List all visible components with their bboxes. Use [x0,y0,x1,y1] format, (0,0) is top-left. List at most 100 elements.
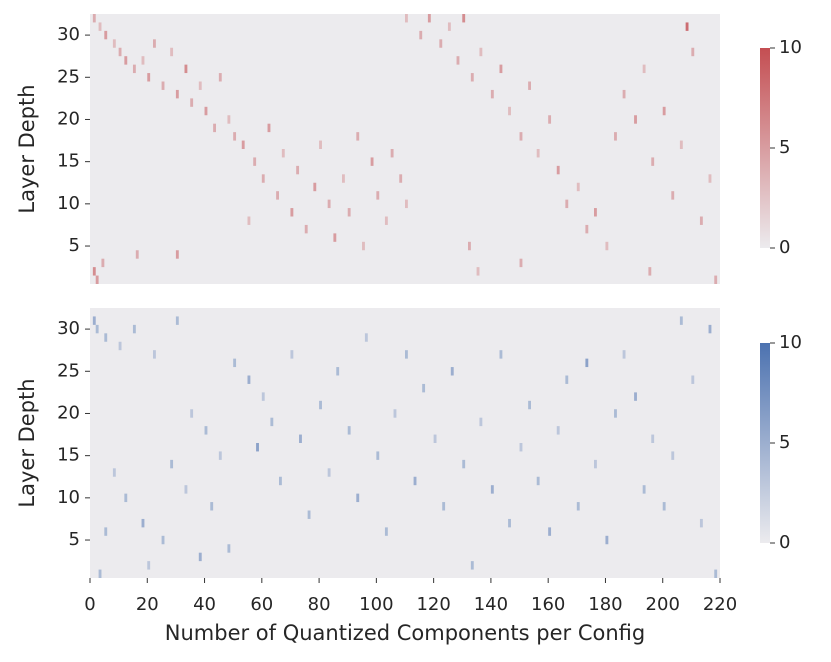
y-axis-label: Layer Depth [15,84,39,213]
heatmap-cell [384,527,388,536]
heatmap-cell [671,191,675,200]
heatmap-cell [213,123,216,133]
colorbar-tick-label: 0 [779,532,790,553]
heatmap-cell [141,518,145,528]
heatmap-cell [384,216,388,225]
y-tick-label: 5 [69,529,80,550]
heatmap-cell [356,132,360,141]
heatmap-cell [671,451,675,460]
y-tick-label: 25 [57,66,80,87]
colorbar-tick-label: 5 [779,137,790,158]
heatmap-cell [470,73,474,82]
heatmap-cell [276,191,279,200]
heatmap-cell [499,350,503,359]
heatmap-cell [161,535,165,545]
y-tick-label: 10 [57,193,80,214]
heatmap-cell [141,56,145,65]
colorbar-tick-label: 10 [779,332,802,353]
heatmap-cell [479,417,483,427]
heatmap-cell [98,22,102,31]
heatmap-cell [634,115,637,124]
heatmap-cell [347,208,351,217]
heatmap-cell [104,30,108,40]
heatmap-cell [299,434,302,443]
y-tick-label: 30 [57,318,80,339]
heatmap-cell [198,552,202,562]
heatmap-cell [642,64,646,74]
heatmap-cell [585,224,589,234]
heatmap-cell [241,140,245,149]
x-axis-label: Number of Quantized Components per Confi… [165,621,645,645]
heatmap-cell [468,241,471,251]
x-tick-label: 80 [308,594,331,615]
heatmap-cell [622,89,626,99]
colorbar-tick-label: 5 [779,432,790,453]
heatmap-cell [508,518,511,528]
y-tick-label: 10 [57,487,80,508]
heatmap-cell [605,241,609,251]
heatmap-cell [565,375,569,384]
heatmap-cell [419,30,423,40]
heatmap-cell [92,267,96,276]
heatmap-cell [679,140,683,149]
heatmap-cell [170,459,174,469]
heatmap-cell [536,476,540,486]
heatmap-cell [576,502,580,511]
heatmap-cell [462,14,466,23]
colorbar [760,343,770,543]
y-tick-label: 20 [57,402,80,423]
heatmap-cell [433,434,437,443]
heatmap-cell [651,434,655,443]
y-tick-label: 5 [69,235,80,256]
x-tick-label: 0 [84,594,95,615]
heatmap-cell [556,426,560,435]
heatmap-cell [319,400,322,410]
heatmap-cell [376,191,380,200]
heatmap-cell [519,258,523,268]
heatmap-cell [614,409,617,418]
heatmap-cell [296,165,300,175]
heatmap-cell [170,47,174,57]
heatmap-cell [247,375,251,384]
heatmap-cell [422,383,426,393]
heatmap-cell [528,81,531,90]
heatmap-cell [708,174,712,183]
heatmap-cell [442,502,446,511]
heatmap-cell [313,182,317,192]
heatmap-cell [190,98,194,107]
x-tick-label: 160 [531,594,565,615]
heatmap-cell [290,208,294,217]
heatmap-cell [691,375,695,384]
heatmap-cell [210,502,214,511]
heatmap-cell [147,73,151,82]
heatmap-cell [548,115,552,124]
heatmap-cell [184,485,188,494]
heatmap-cell [261,392,265,401]
heatmap-cell [427,14,431,23]
heatmap-cell [651,157,655,166]
heatmap-cell [218,451,222,460]
x-tick-label: 60 [250,594,273,615]
heatmap-cell [362,241,365,251]
heatmap-cell [261,174,265,183]
heatmap-cell [132,64,136,74]
heatmap-cell [256,443,259,452]
heatmap-cell [476,267,480,276]
heatmap-cell [364,333,368,342]
x-tick-label: 180 [588,594,622,615]
heatmap-cell [691,47,695,57]
heatmap-cell [413,476,417,486]
heatmap-cell [390,149,394,158]
heatmap-cell [95,324,99,334]
heatmap-cell [679,316,683,325]
heatmap-cell [356,493,360,503]
colorbar-tick-label: 0 [779,237,790,258]
heatmap-cell [708,324,712,334]
heatmap-cell [447,22,451,31]
heatmap-background [90,308,720,578]
x-tick-label: 200 [646,594,680,615]
heatmap-cell [336,367,340,376]
heatmap-cell [699,216,703,225]
heatmap-cell [135,250,139,259]
heatmap-cell [634,392,637,401]
